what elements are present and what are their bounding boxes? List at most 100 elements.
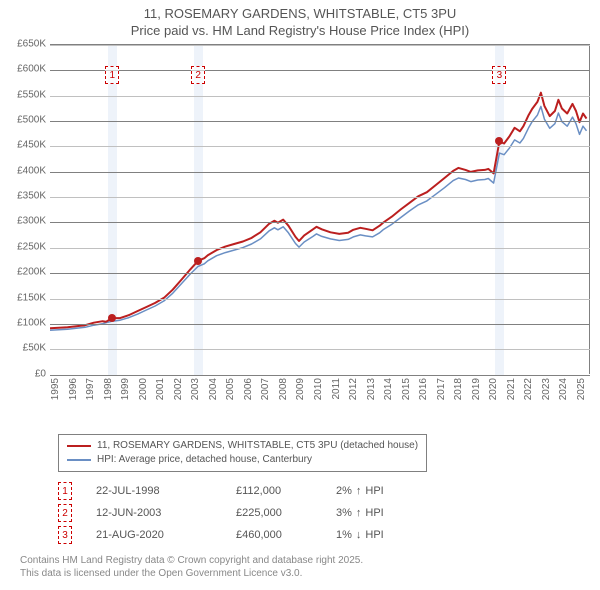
gridline-h bbox=[50, 121, 590, 122]
x-tick-label: 2001 bbox=[155, 378, 166, 400]
x-tick-label: 2018 bbox=[453, 378, 464, 400]
gridline-h bbox=[50, 70, 590, 71]
sale-point-marker bbox=[108, 314, 116, 322]
footer-line-1: Contains HM Land Registry data © Crown c… bbox=[20, 554, 363, 567]
sale-point-marker bbox=[194, 257, 202, 265]
arrow-up-icon: ↑ bbox=[356, 485, 362, 497]
plot-area: 1 2 3 bbox=[50, 44, 590, 374]
y-tick-label: £650K bbox=[17, 38, 46, 49]
gridline-h bbox=[50, 324, 590, 325]
sale-point-marker bbox=[495, 137, 503, 145]
x-tick-label: 2010 bbox=[313, 378, 324, 400]
x-tick-label: 2023 bbox=[541, 378, 552, 400]
title-line-1: 11, ROSEMARY GARDENS, WHITSTABLE, CT5 3P… bbox=[0, 6, 600, 23]
gridline-h bbox=[50, 349, 590, 350]
x-tick-label: 1996 bbox=[68, 378, 79, 400]
x-tick-label: 2021 bbox=[506, 378, 517, 400]
gridline-h bbox=[50, 375, 590, 376]
x-tick-label: 2014 bbox=[383, 378, 394, 400]
x-tick-label: 2024 bbox=[558, 378, 569, 400]
arrow-down-icon: ↓ bbox=[356, 529, 362, 541]
title-line-2: Price paid vs. HM Land Registry's House … bbox=[0, 23, 600, 40]
x-tick-label: 1995 bbox=[50, 378, 61, 400]
x-tick-label: 2025 bbox=[576, 378, 587, 400]
sale-index-box: 2 bbox=[58, 504, 72, 522]
x-tick-label: 1999 bbox=[120, 378, 131, 400]
x-tick-label: 2013 bbox=[366, 378, 377, 400]
gridline-h bbox=[50, 273, 590, 274]
sale-row: 2 12-JUN-2003£225,0003% ↑ HPI bbox=[58, 502, 436, 524]
sale-date: 22-JUL-1998 bbox=[96, 485, 236, 497]
x-tick-label: 2003 bbox=[190, 378, 201, 400]
legend-label: HPI: Average price, detached house, Cant… bbox=[97, 453, 312, 467]
y-tick-label: £600K bbox=[17, 64, 46, 75]
y-tick-label: £150K bbox=[17, 292, 46, 303]
y-tick-label: £550K bbox=[17, 89, 46, 100]
x-tick-label: 2015 bbox=[401, 378, 412, 400]
sale-marker-box: 1 bbox=[105, 66, 119, 84]
sales-table: 1 22-JUL-1998£112,0002% ↑ HPI 2 12-JUN-2003… bbox=[58, 480, 436, 546]
y-tick-label: £200K bbox=[17, 267, 46, 278]
chart: 123 £0£50K£100K£150K£200K£250K£300K£350K… bbox=[50, 44, 590, 406]
gridline-h bbox=[50, 299, 590, 300]
sale-marker-box: 2 bbox=[191, 66, 205, 84]
x-tick-label: 2019 bbox=[471, 378, 482, 400]
x-tick-label: 2009 bbox=[295, 378, 306, 400]
sale-index-box: 1 bbox=[58, 482, 72, 500]
y-tick-label: £500K bbox=[17, 114, 46, 125]
sale-price: £225,000 bbox=[236, 507, 336, 519]
y-tick-label: £400K bbox=[17, 165, 46, 176]
y-tick-label: £300K bbox=[17, 216, 46, 227]
sale-pct: 3% ↑ HPI bbox=[336, 507, 436, 519]
legend-label: 11, ROSEMARY GARDENS, WHITSTABLE, CT5 3P… bbox=[97, 439, 418, 453]
y-tick-label: £50K bbox=[23, 343, 46, 354]
x-tick-label: 2017 bbox=[436, 378, 447, 400]
sale-row: 3 21-AUG-2020£460,0001% ↓ HPI bbox=[58, 524, 436, 546]
legend-row: 11, ROSEMARY GARDENS, WHITSTABLE, CT5 3P… bbox=[67, 439, 418, 453]
y-tick-label: £350K bbox=[17, 191, 46, 202]
gridline-h bbox=[50, 45, 590, 46]
y-tick-label: £250K bbox=[17, 241, 46, 252]
sale-price: £112,000 bbox=[236, 485, 336, 497]
x-tick-label: 2004 bbox=[208, 378, 219, 400]
gridline-h bbox=[50, 96, 590, 97]
gridline-h bbox=[50, 248, 590, 249]
x-tick-label: 2022 bbox=[523, 378, 534, 400]
legend: 11, ROSEMARY GARDENS, WHITSTABLE, CT5 3P… bbox=[58, 434, 427, 472]
legend-row: HPI: Average price, detached house, Cant… bbox=[67, 453, 418, 467]
chart-container: 11, ROSEMARY GARDENS, WHITSTABLE, CT5 3P… bbox=[0, 0, 600, 590]
gridline-h bbox=[50, 172, 590, 173]
gridline-h bbox=[50, 222, 590, 223]
x-tick-label: 1997 bbox=[85, 378, 96, 400]
x-tick-label: 2002 bbox=[173, 378, 184, 400]
sale-pct: 2% ↑ HPI bbox=[336, 485, 436, 497]
footer-line-2: This data is licensed under the Open Gov… bbox=[20, 567, 363, 580]
series-line bbox=[50, 92, 587, 328]
x-tick-label: 2000 bbox=[138, 378, 149, 400]
sale-pct: 1% ↓ HPI bbox=[336, 529, 436, 541]
legend-swatch bbox=[67, 459, 91, 461]
footer: Contains HM Land Registry data © Crown c… bbox=[20, 554, 363, 580]
sale-marker-box: 3 bbox=[492, 66, 506, 84]
y-tick-label: £450K bbox=[17, 140, 46, 151]
sale-index-box: 3 bbox=[58, 526, 72, 544]
lines-svg bbox=[50, 45, 590, 375]
y-tick-label: £100K bbox=[17, 318, 46, 329]
title-block: 11, ROSEMARY GARDENS, WHITSTABLE, CT5 3P… bbox=[0, 0, 600, 40]
y-tick-label: £0 bbox=[35, 368, 46, 379]
x-tick-label: 2008 bbox=[278, 378, 289, 400]
x-tick-label: 2016 bbox=[418, 378, 429, 400]
x-tick-label: 2007 bbox=[260, 378, 271, 400]
sale-date: 21-AUG-2020 bbox=[96, 529, 236, 541]
sale-row: 1 22-JUL-1998£112,0002% ↑ HPI bbox=[58, 480, 436, 502]
gridline-h bbox=[50, 146, 590, 147]
arrow-up-icon: ↑ bbox=[356, 507, 362, 519]
x-tick-label: 1998 bbox=[103, 378, 114, 400]
x-tick-label: 2005 bbox=[225, 378, 236, 400]
sale-date: 12-JUN-2003 bbox=[96, 507, 236, 519]
x-tick-label: 2006 bbox=[243, 378, 254, 400]
sale-price: £460,000 bbox=[236, 529, 336, 541]
x-tick-label: 2011 bbox=[331, 378, 342, 400]
x-tick-label: 2012 bbox=[348, 378, 359, 400]
legend-swatch bbox=[67, 445, 91, 447]
